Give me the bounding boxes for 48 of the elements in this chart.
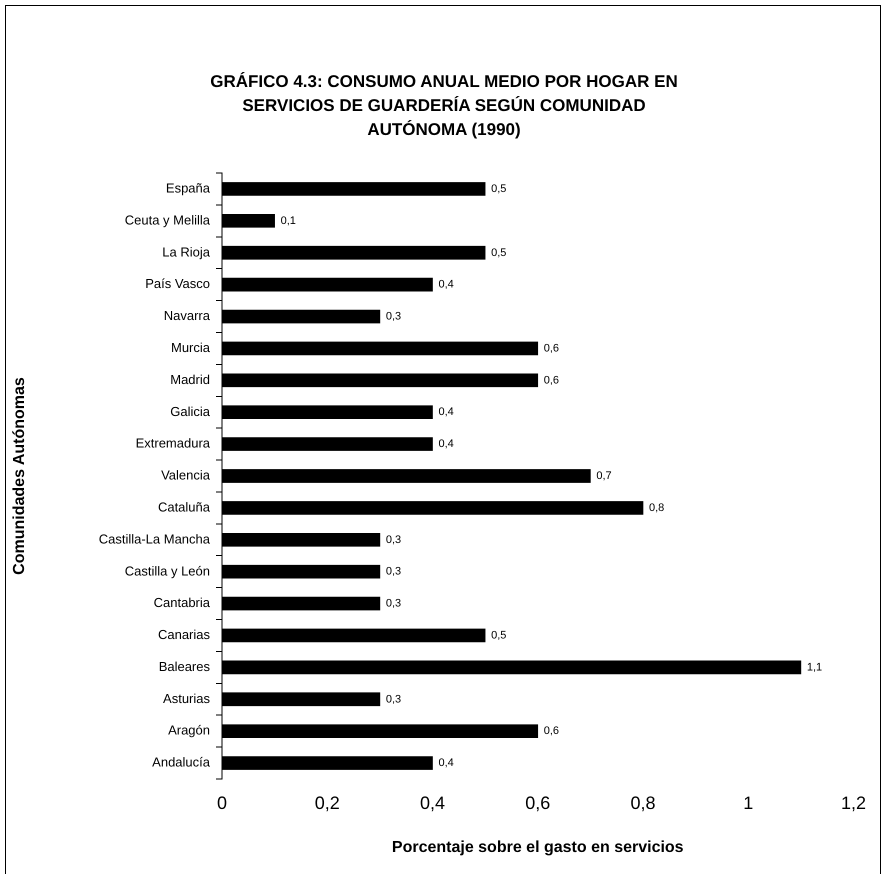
data-label: 0,3 — [386, 534, 402, 546]
data-label: 0,3 — [386, 310, 402, 323]
y-tick-label: Galicia — [170, 404, 211, 419]
y-tick-label: País Vasco — [145, 276, 210, 292]
x-tick-label: 1 — [743, 792, 754, 813]
data-label: 0,7 — [596, 470, 612, 482]
data-label: 0,4 — [438, 438, 454, 450]
x-tick-label: 0,8 — [630, 792, 656, 813]
data-label: 0,6 — [544, 725, 560, 738]
y-tick-label: Castilla-La Mancha — [98, 531, 211, 546]
data-label: 0,1 — [280, 214, 296, 227]
data-label: 1,1 — [806, 661, 822, 674]
data-label: 0,6 — [544, 342, 560, 354]
y-tick-label: Cataluña — [158, 499, 211, 514]
y-tick-label: Andalucía — [152, 754, 211, 770]
data-label: 0,5 — [491, 246, 506, 259]
data-label: 0,6 — [544, 374, 560, 386]
data-label: 0,3 — [386, 598, 402, 610]
data-label: 0,5 — [491, 630, 506, 642]
y-tick-label: Asturias — [163, 690, 210, 706]
data-label: 0,4 — [438, 406, 454, 418]
y-tick-label: Madrid — [170, 372, 210, 387]
y-tick-label: Valencia — [161, 468, 211, 483]
y-tick-label: Ceuta y Melilla — [124, 212, 211, 228]
data-label: 0,3 — [386, 566, 402, 578]
x-tick-label: 0 — [216, 792, 228, 813]
y-tick-label: Baleares — [158, 658, 210, 674]
y-tick-label: Navarra — [164, 308, 211, 324]
data-label: 0,8 — [648, 502, 664, 514]
data-label: 0,4 — [438, 757, 454, 770]
y-axis-title: Comunidades Autónomas — [11, 377, 28, 575]
x-tick-label: 0,4 — [420, 792, 446, 813]
y-tick-label: Murcia — [170, 340, 211, 355]
chart-title: GRÁFICO 4.3: CONSUMO ANUAL MEDIO POR HOGAR EN SERVICIOS DE GUARDERÍA SEGÚN COMUNIDAD AUTÓNOMA (1990) — [209, 71, 679, 141]
y-tick-label: Extremadura — [136, 436, 211, 451]
x-tick-label: 0,6 — [525, 792, 550, 813]
y-tick-label: La Rioja — [162, 244, 211, 260]
data-label: 0,5 — [491, 182, 506, 195]
y-tick-label: Canarias — [158, 627, 210, 642]
x-axis-title: Porcentaje sobre el gasto en servicios — [392, 838, 684, 856]
x-tick-label: 0,2 — [314, 792, 340, 813]
y-tick-label: Aragón — [168, 722, 210, 738]
y-tick-label: Castilla y León — [124, 563, 210, 578]
data-label: 0,4 — [438, 278, 454, 291]
y-tick-label: Cantabria — [154, 595, 211, 610]
y-tick-label: España — [166, 180, 211, 196]
x-tick-label: 1,2 — [840, 792, 866, 813]
data-label: 0,3 — [386, 693, 402, 706]
